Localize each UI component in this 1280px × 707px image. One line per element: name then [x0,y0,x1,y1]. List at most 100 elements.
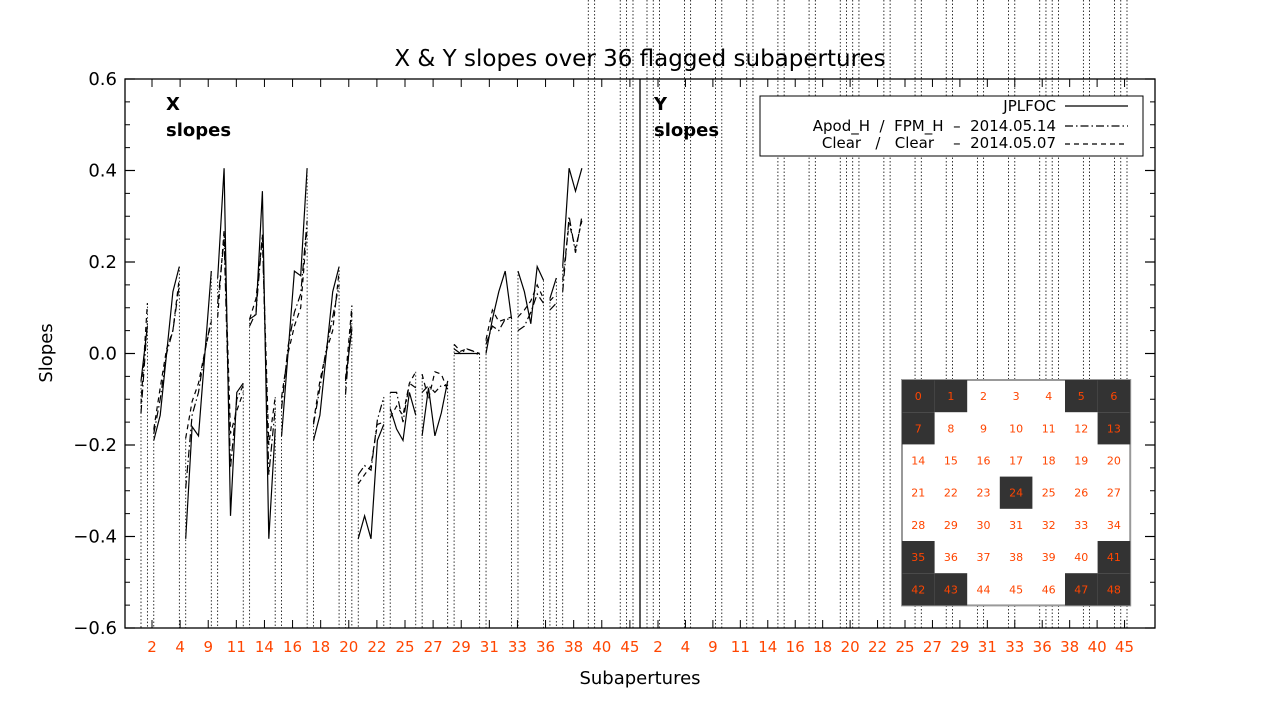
inset-flagged-cell [934,573,968,606]
x-tick-label: 36 [536,638,555,656]
x-panel-label-line2: slopes [166,120,231,141]
inset-cell-label: 26 [1074,487,1088,500]
x-tick-label: 18 [311,638,330,656]
series-line-dashdot [344,312,353,395]
inset-cell-label: 7 [915,422,922,435]
inset-flagged-cell [1097,380,1131,413]
series-line-solid [357,424,385,539]
series-line-solid [485,270,513,354]
inset-cell-label: 37 [977,551,991,564]
inset-cell-label: 5 [1078,390,1085,403]
x-tick-label: 27 [424,638,443,656]
inset-cell-label: 10 [1009,422,1023,435]
inset-cell-label: 1 [947,390,954,403]
x-tick-label: 9 [203,638,213,656]
x-tick-label: 4 [175,638,185,656]
inset-cell-label: 39 [1042,551,1056,564]
inset-cell-label: 47 [1074,583,1088,596]
series-line-dashdot [421,384,448,394]
inset-flagged-cell [902,412,935,445]
x-tick-label: 29 [452,638,471,656]
x-tick-label: 2 [147,638,157,656]
inset-cell-label: 14 [911,455,925,468]
y-tick-label: 0.0 [88,344,117,365]
x-tick-label: 33 [508,638,527,656]
inset-cell-label: 35 [911,551,925,564]
chart-title: X & Y slopes over 36 flagged subaperture… [394,46,885,72]
x-tick-label: 16 [786,638,805,656]
inset-cell-label: 19 [1074,455,1088,468]
x-tick-label: 29 [950,638,969,656]
x-axis-label: Subapertures [579,668,700,689]
inset-cell-label: 17 [1009,455,1023,468]
inset-cell-label: 41 [1107,551,1121,564]
series-line-dashed [357,421,385,485]
x-tick-label: 27 [923,638,942,656]
series-line-solid [281,168,308,436]
inset-cell-label: 29 [944,519,958,532]
inset-cell-label: 36 [944,551,958,564]
inset-cell-label: 30 [977,519,991,532]
series-line-dashed [153,277,180,430]
inset-cell-label: 31 [1009,519,1023,532]
x-tick-label: 22 [868,638,887,656]
inset-flagged-cell [1097,541,1131,574]
series-line-dashdot [517,292,544,332]
inset-cell-label: 28 [911,519,925,532]
inset-cell-label: 12 [1074,422,1088,435]
inset-cell-label: 32 [1042,519,1056,532]
x-tick-label: 20 [339,638,358,656]
inset-cell-label: 9 [980,422,987,435]
series-line-solid [249,191,276,539]
inset-cell-label: 15 [944,455,958,468]
series-line-dashdot [185,319,212,489]
x-tick-label: 14 [758,638,777,656]
x-tick-label: 22 [367,638,386,656]
x-tick-label: 14 [255,638,274,656]
inset-cell-label: 16 [977,455,991,468]
x-tick-label: 20 [841,638,860,656]
series-layer [140,168,583,539]
series-line-solid [562,168,583,267]
inset-cell-label: 42 [911,583,925,596]
x-tick-label: 25 [895,638,914,656]
inset-cell-label: 38 [1009,551,1023,564]
x-panel-label-line1: X [166,94,180,115]
inset-cell-label: 21 [911,487,925,500]
inset-cell-label: 6 [1110,390,1117,403]
x-tick-label: 31 [480,638,499,656]
inset-flagged-cell [934,380,968,413]
series-line-solid [344,328,353,381]
inset-cell-label: 13 [1107,422,1121,435]
legend-label-apod: Apod_H / FPM_H – 2014.05.14 [813,117,1056,136]
x-tick-label: 38 [1060,638,1079,656]
x-axis: 2 4 9 11 14 16 18 20 22 25 27 29 31 33 36 38 40 45 2 4 9 11 14… [147,79,1134,656]
x-tick-label: 9 [708,638,718,656]
inset-cell-label: 18 [1042,455,1056,468]
y-panel-label-line1: Y [653,94,668,115]
x-tick-label: 2 [653,638,663,656]
inset-cell-label: 2 [980,390,987,403]
series-line-dashed [549,293,557,302]
series-line-dashdot [281,220,308,409]
series-line-solid [517,264,545,324]
x-tick-label: 4 [681,638,691,656]
series-line-dashdot [562,216,583,292]
inset-flagged-cell [1065,573,1098,606]
inset-cell-label: 44 [977,583,991,596]
inset-cell-label: 43 [944,583,958,596]
series-line-dashed [485,308,512,340]
y-tick-label: 0.2 [88,252,117,273]
inset-cell-label: 24 [1009,487,1023,500]
inset-cell-label: 33 [1074,519,1088,532]
y-panel-label-line2: slopes [654,120,719,141]
x-tick-label: 25 [395,638,414,656]
y-tick-label: 0.4 [88,161,117,182]
inset-cell-label: 23 [977,487,991,500]
series-line-dashdot [357,396,385,476]
inset-cell-label: 25 [1042,487,1056,500]
inset-cell-label: 48 [1107,583,1121,596]
inset-cell-label: 27 [1107,487,1121,500]
x-tick-label: 33 [1005,638,1024,656]
